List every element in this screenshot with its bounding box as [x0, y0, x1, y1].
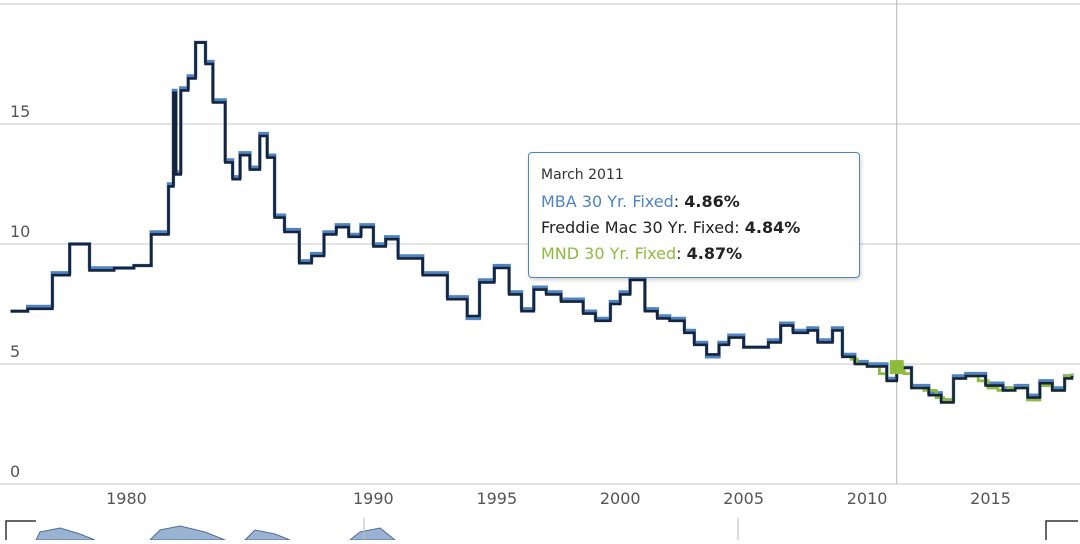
- x-tick-1980: 1980: [106, 489, 147, 508]
- navigator-svg: [5, 518, 1078, 541]
- chart-tooltip: March 2011 MBA 30 Yr. Fixed: 4.86% Fredd…: [528, 152, 860, 278]
- x-tick-1995: 1995: [476, 489, 517, 508]
- navigator-strip[interactable]: [0, 518, 1080, 541]
- series-line-1: [10, 41, 1074, 404]
- y-tick-10: 10: [10, 222, 30, 241]
- tooltip-title: March 2011: [541, 167, 624, 183]
- navigator-area-2: [148, 525, 226, 541]
- hover-point-marker: [889, 360, 904, 375]
- tooltip-value-mnd: 4.87%: [686, 244, 743, 263]
- y-tick-0: 0: [10, 462, 20, 481]
- navigator-area-3: [243, 529, 291, 541]
- tooltip-label-mba: MBA 30 Yr. Fixed: [541, 192, 674, 211]
- tooltip-row-freddie: Freddie Mac 30 Yr. Fixed: 4.84%: [541, 218, 801, 237]
- y-tick-5: 5: [10, 342, 20, 361]
- navigator-area-1: [35, 527, 96, 541]
- x-tick-2015: 2015: [970, 489, 1011, 508]
- tooltip-row-mba: MBA 30 Yr. Fixed: 4.86%: [541, 192, 740, 211]
- tooltip-value-mba: 4.86%: [684, 192, 740, 211]
- x-tick-2005: 2005: [723, 489, 764, 508]
- navigator-left-bracket[interactable]: [5, 520, 36, 540]
- navigator-right-bracket[interactable]: [1045, 520, 1078, 540]
- tooltip-label-mnd: MND 30 Yr. Fixed: [541, 244, 677, 263]
- x-tick-1990: 1990: [353, 489, 394, 508]
- tooltip-value-freddie: 4.84%: [744, 218, 801, 237]
- x-tick-2010: 2010: [847, 489, 888, 508]
- tooltip-row-mnd: MND 30 Yr. Fixed: 4.87%: [541, 244, 743, 263]
- x-tick-labels: 1980 1990 1995 2000 2005 2010 2015: [106, 489, 1011, 508]
- navigator-area-4: [348, 527, 397, 541]
- y-tick-15: 15: [10, 102, 30, 121]
- tooltip-label-freddie: Freddie Mac 30 Yr. Fixed: [541, 218, 735, 237]
- y-tick-labels: 0 5 10 15: [10, 102, 30, 481]
- x-tick-2000: 2000: [600, 489, 641, 508]
